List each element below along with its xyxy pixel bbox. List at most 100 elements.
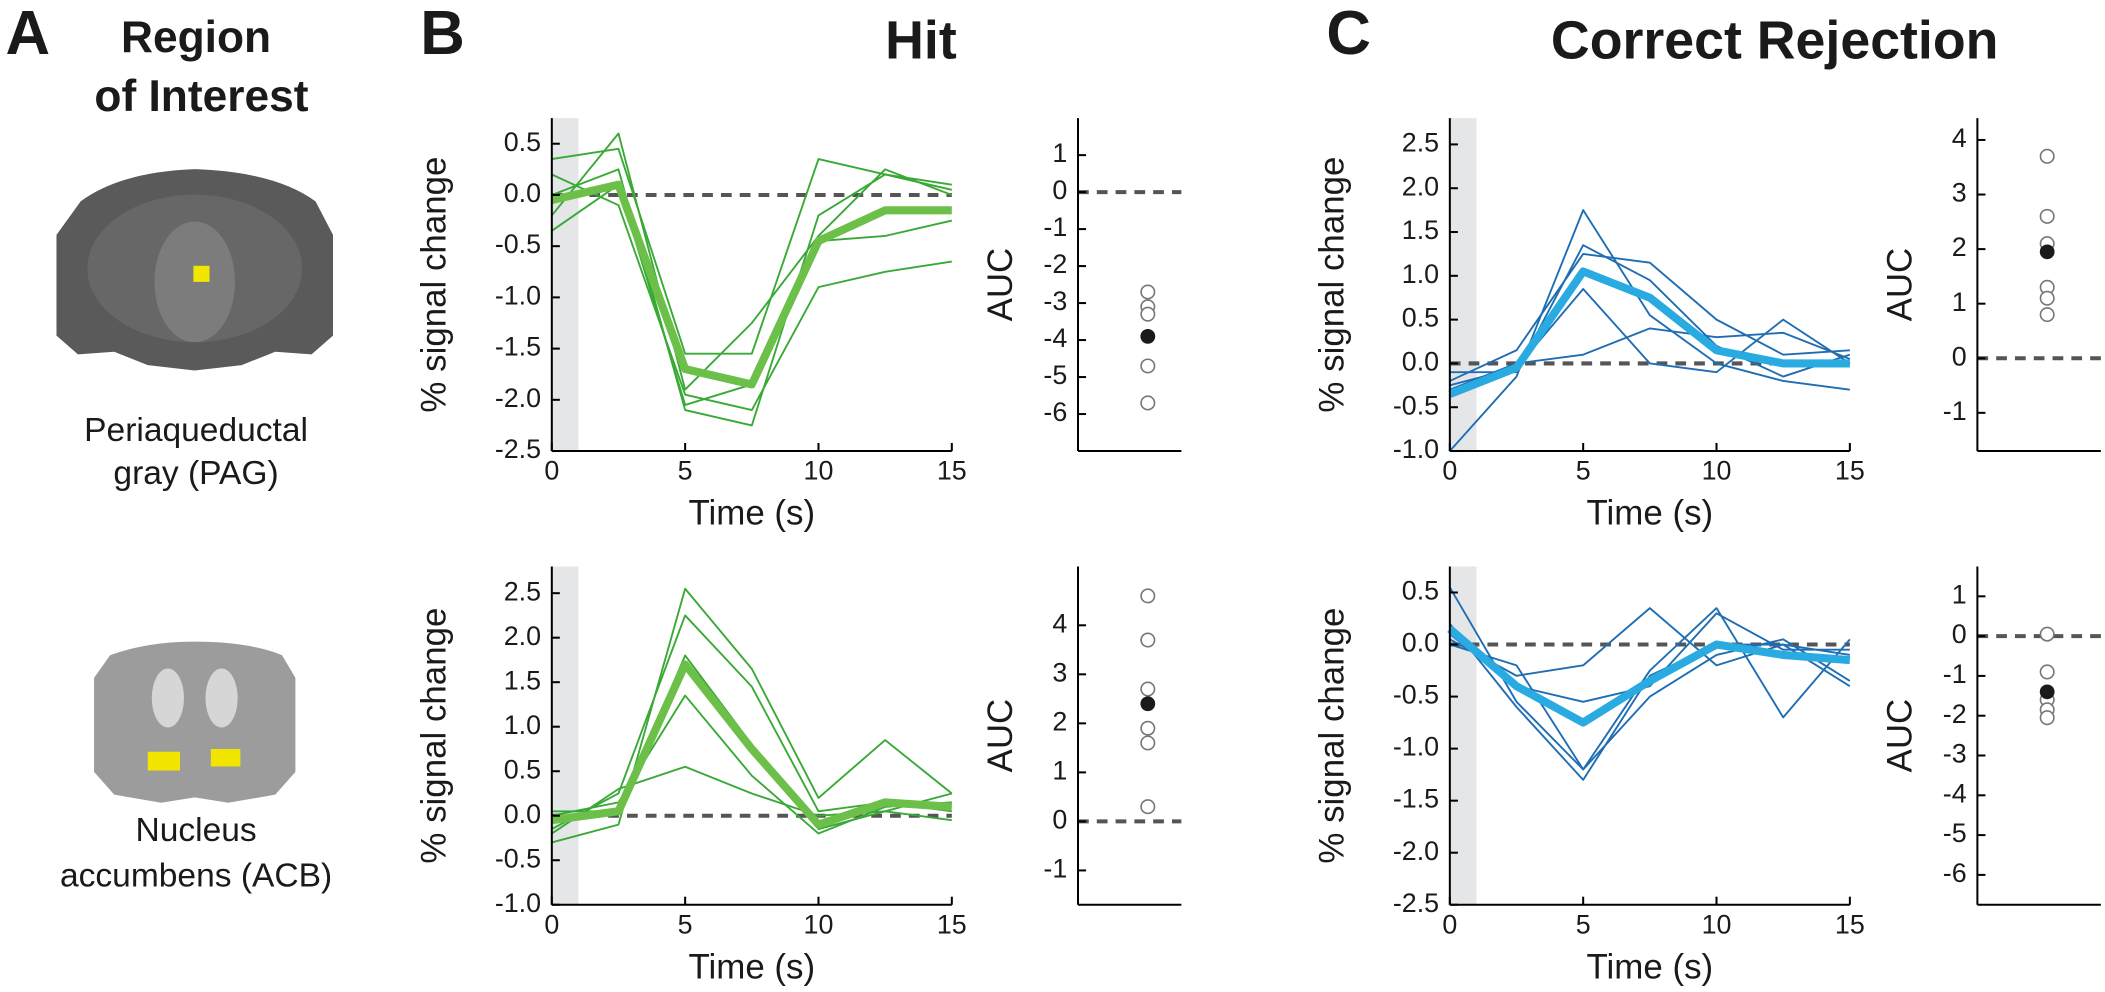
subject-dot [2039,710,2055,726]
data-line [551,168,953,427]
data-line [1449,638,1851,771]
y-tick-label: -1.0 [495,888,541,918]
data-line [551,614,952,830]
subject-dot [1140,681,1156,697]
y-tick-label: 4 [1952,123,1967,153]
y-tick-label: 1.0 [504,710,541,740]
y-tick-label: 0 [1052,175,1067,205]
x-tick-label: 15 [1835,456,1865,486]
x-tick-label: 10 [1702,909,1732,939]
y-tick-label: -5 [1043,360,1067,390]
x-axis-label: Time (s) [689,494,816,533]
y-tick-label: 0 [1052,804,1067,834]
x-tick-label: 5 [1576,456,1591,486]
y-tick-label: 1 [1952,287,1967,317]
y-tick-label: -6 [1043,397,1067,427]
y-tick-label: 0.5 [504,127,541,157]
y-axis-label: AUC [1880,248,1919,322]
x-tick-label: 15 [937,456,967,486]
y-tick-label: -2.5 [1393,888,1439,918]
data-line [1448,267,1850,398]
y-tick-label: 0 [1952,619,1967,649]
y-tick-label: 0 [1952,341,1967,371]
y-tick-label: 1 [1952,579,1967,609]
roi-title: of Interest [94,72,308,121]
x-tick-label: 0 [1442,909,1457,939]
y-tick-label: 0.0 [1402,347,1439,377]
subject-dot [2039,290,2055,306]
x-tick-label: 10 [804,909,834,939]
y-axis-label: % signal change [1313,157,1352,413]
y-tick-label: 1 [1052,755,1067,785]
x-axis-label: Time (s) [1587,947,1714,986]
y-tick-label: 2.5 [1402,128,1439,158]
subject-dot [1140,632,1156,648]
condition-title: Hit [885,10,957,70]
subject-dot [1140,395,1156,411]
data-line [1449,586,1851,771]
y-tick-label: -5 [1943,818,1967,848]
panel-label: A [5,0,50,68]
stimulus-shade [1449,118,1477,452]
y-tick-label: 2 [1952,232,1967,262]
subject-dot [1140,735,1156,751]
x-tick-label: 15 [937,909,967,939]
y-axis-label: AUC [981,699,1020,773]
data-line [551,173,952,411]
y-tick-label: -3 [1043,286,1067,316]
y-axis-label: % signal change [415,157,454,413]
x-tick-label: 0 [1442,456,1457,486]
y-axis-label: AUC [981,248,1020,322]
panel-label: C [1326,0,1371,68]
roi-label: Periaqueductal [84,412,308,449]
condition-title: Correct Rejection [1551,10,1999,70]
y-tick-label: 0.0 [504,178,541,208]
subject-dot [2039,208,2055,224]
x-tick-label: 0 [544,909,559,939]
subject-dot [1140,799,1156,815]
subject-dot [2039,664,2055,680]
y-tick-label: 1 [1052,138,1067,168]
roi-title: Region [121,13,271,62]
y-tick-label: 1.0 [1402,259,1439,289]
y-tick-label: 1.5 [1402,215,1439,245]
x-tick-label: 15 [1835,909,1865,939]
x-tick-label: 0 [544,456,559,486]
y-tick-label: -4 [1943,778,1967,808]
brain-acb [94,641,296,803]
data-line [551,587,953,844]
y-tick-label: 1.5 [504,665,541,695]
x-tick-label: 5 [678,909,693,939]
y-tick-label: -0.5 [495,229,541,259]
data-line [551,183,953,406]
y-tick-label: -1.5 [495,332,541,362]
y-tick-label: -2 [1943,699,1967,729]
data-line [550,180,952,389]
y-tick-label: -1 [1943,659,1967,689]
roi-label: accumbens (ACB) [60,858,332,895]
y-tick-label: -0.5 [495,843,541,873]
y-tick-label: 2.0 [504,621,541,651]
subject-dot [2039,307,2055,323]
y-tick-label: -3 [1943,739,1967,769]
y-tick-label: 3 [1052,657,1067,687]
subject-dot [1140,306,1156,322]
y-tick-label: -2.0 [1393,836,1439,866]
brain-pag [56,169,333,371]
data-line [1449,209,1850,452]
y-tick-label: -0.5 [1393,680,1439,710]
y-tick-label: 0.0 [1402,628,1439,658]
y-tick-label: 2 [1052,706,1067,736]
y-tick-label: 2.5 [504,576,541,606]
roi-label: gray (PAG) [113,455,278,492]
x-axis-label: Time (s) [689,947,816,986]
y-tick-label: 2.0 [1402,171,1439,201]
x-axis-label: Time (s) [1587,494,1714,533]
y-axis-label: AUC [1880,699,1919,773]
x-tick-label: 10 [804,456,834,486]
subject-dot [2039,148,2055,164]
y-tick-label: -1 [1043,854,1067,884]
y-axis-label: % signal change [415,608,454,864]
y-tick-label: 0.0 [504,799,541,829]
